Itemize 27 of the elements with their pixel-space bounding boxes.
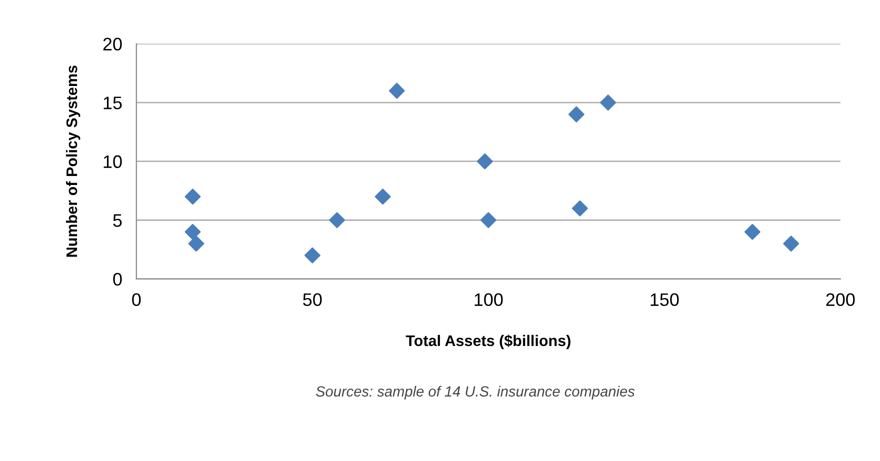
x-tick-label: 200 <box>826 293 855 306</box>
y-tick-label: 20 <box>103 38 122 51</box>
point <box>572 200 588 216</box>
x-tick-label: 150 <box>650 293 679 306</box>
point <box>184 188 201 205</box>
y-tick-label: 15 <box>104 96 122 110</box>
point <box>184 224 201 240</box>
x-tick-label: 0 <box>132 293 141 306</box>
point <box>568 106 584 122</box>
point <box>188 236 204 252</box>
point <box>476 153 493 170</box>
y-tick-label: 10 <box>104 155 122 168</box>
point <box>744 224 760 240</box>
point <box>329 212 346 228</box>
source-note: Sources: sample of 14 U.S. insurance companies <box>316 386 635 400</box>
y-axis-title: Number of Policy Systems <box>66 66 80 257</box>
point <box>783 236 800 252</box>
point <box>374 188 391 205</box>
point <box>600 94 616 111</box>
x-axis-title: Total Assets ($billions) <box>406 334 570 350</box>
x-tick-label: 50 <box>303 293 322 306</box>
point <box>388 82 405 99</box>
point <box>304 247 320 264</box>
y-tick-label: 0 <box>113 272 122 286</box>
point <box>480 212 496 228</box>
x-tick-label: 100 <box>474 293 503 306</box>
y-tick-label: 5 <box>113 214 122 227</box>
